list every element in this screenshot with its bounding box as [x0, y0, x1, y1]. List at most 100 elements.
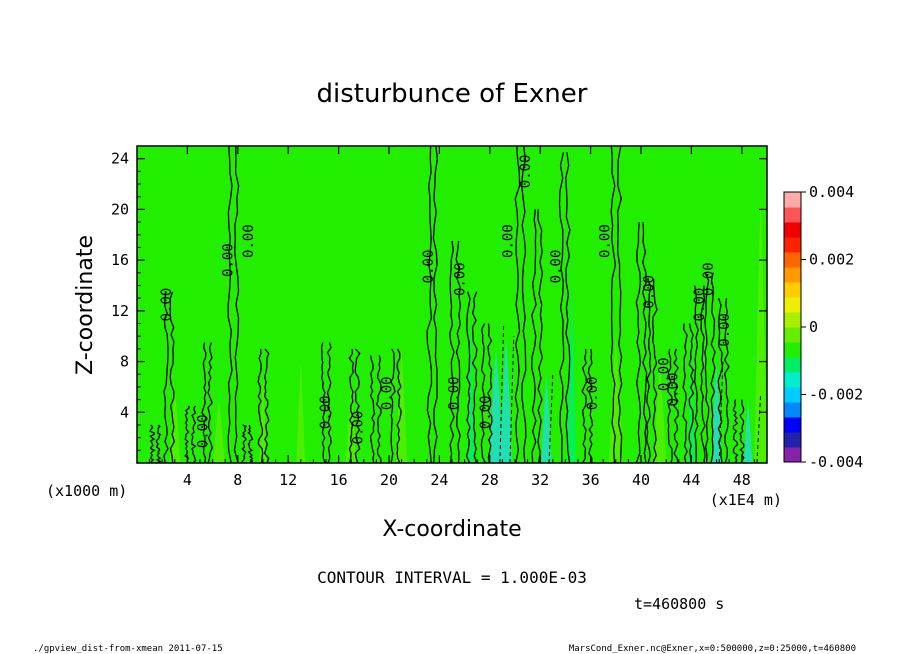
contour-line: [667, 348, 680, 463]
field-patch: [653, 361, 667, 463]
y-tick-label: 4: [120, 403, 129, 421]
contour-line: [449, 241, 462, 463]
contour-label: 0.00: [380, 376, 396, 410]
contour-label: 0.00: [478, 395, 494, 429]
colorbar-tick-label: 0: [809, 318, 818, 336]
y-axis-ticks: 4 8 12 16 20 24: [111, 150, 767, 451]
colorbar-swatch: [784, 357, 801, 373]
plot-area: 0.000.000.000.000.00 0.000.000.000.000.00…: [111, 145, 768, 489]
contour-line: [184, 405, 197, 463]
contour-label: 0.00: [666, 373, 682, 407]
contour-label: 0.00: [318, 395, 334, 429]
contour-line: [149, 424, 162, 463]
colorbar-tick-label: -0.004: [809, 453, 863, 471]
contour-line: [257, 348, 270, 463]
x-unit-label: (x1000 m): [46, 482, 127, 500]
contour-label: 0.00: [585, 376, 601, 410]
contour-label: 0.00: [692, 288, 708, 322]
negative-contour-line: [509, 336, 515, 463]
contour-line: [426, 146, 439, 463]
y-axis-label: Z-coordinate: [73, 235, 98, 375]
field-patch: [345, 386, 357, 463]
x-tick-label: 12: [279, 471, 297, 489]
contour-lines: [149, 146, 762, 463]
colorbar-swatch: [784, 447, 801, 463]
contour-label: 0.00: [548, 250, 564, 284]
colorbar-swatch: [784, 312, 801, 328]
colorbar-swatch: [784, 342, 801, 358]
footer-left: ./gpview_dist-from-xmean 2011-07-15: [33, 644, 223, 654]
colorbar-swatch: [784, 372, 801, 388]
colorbar-swatch: [784, 282, 801, 298]
contour-line: [732, 399, 745, 463]
x-tick-label: 24: [430, 471, 448, 489]
colorbar-swatch: [784, 237, 801, 253]
contour-label: 0.00: [196, 414, 212, 448]
contour-line: [558, 152, 571, 463]
x-axis-label: X-coordinate: [382, 517, 521, 542]
y-tick-label: 16: [111, 251, 129, 269]
y-tick-label: 20: [111, 200, 129, 218]
colorbar-swatch: [784, 417, 801, 433]
contour-line: [348, 348, 361, 463]
contour-line: [635, 222, 648, 463]
contour-line: [693, 285, 706, 463]
colorbar-swatch: [784, 387, 801, 403]
contour-line: [320, 342, 332, 463]
negative-contour-line: [499, 323, 505, 463]
contour-line: [514, 146, 527, 463]
y-tick-label: 8: [120, 353, 129, 371]
colorbar-tick-label: -0.002: [809, 386, 863, 404]
colorbar-swatch: [784, 297, 801, 313]
x-axis-ticks: 4 8 12 16 20 24 28 32 36 40 44 48: [149, 146, 755, 489]
colorbar-swatch: [784, 432, 801, 448]
contour-label: 0.00: [642, 275, 658, 309]
contour-labels: 0.000.000.000.000.00 0.000.000.000.000.00…: [159, 155, 733, 449]
contour-line: [201, 342, 213, 463]
colorbar-tick-label: 0.004: [809, 183, 854, 201]
contour-line: [610, 146, 623, 463]
colorbar-swatch: [784, 222, 801, 238]
contour-label: 0.00: [717, 313, 733, 347]
colorbar-tick-label: 0.002: [809, 251, 854, 269]
contour-label: 0.00: [421, 250, 437, 284]
x-tick-label: 8: [233, 471, 242, 489]
contour-line: [581, 348, 594, 463]
x-tick-label: 40: [632, 471, 650, 489]
contour-label: 0.00: [701, 262, 717, 296]
field-patch: [213, 399, 225, 463]
negative-contour-line: [718, 361, 724, 463]
colorbar: 0.004 0.002 0 -0.002 -0.004: [783, 183, 863, 471]
contour-line: [241, 424, 254, 463]
contour-line: [704, 272, 716, 463]
contour-label: 0.00: [500, 224, 516, 258]
field-patch: [711, 361, 723, 463]
contour-label: 0.00: [241, 224, 257, 258]
field-patch: [541, 374, 552, 463]
contour-line: [465, 291, 478, 463]
x-tick-label: 36: [582, 471, 600, 489]
x-exponent-label: (x1E4 m): [710, 491, 782, 509]
contour-label: 0.00: [221, 243, 237, 277]
negative-contour-line: [756, 393, 762, 463]
contour-line: [645, 278, 658, 463]
contour-label: 0.00: [598, 224, 614, 258]
chart-title: disturbunce of Exner: [317, 79, 588, 109]
field-patch: [608, 336, 623, 463]
field-patch: [754, 196, 767, 463]
contour-label: 0.00: [657, 357, 673, 391]
contour-interval-text: CONTOUR INTERVAL = 1.000E-03: [317, 568, 587, 587]
x-tick-label: 44: [682, 471, 700, 489]
x-tick-label: 28: [481, 471, 499, 489]
field-patch: [567, 285, 577, 463]
contour-line: [480, 323, 493, 463]
y-tick-label: 12: [111, 302, 129, 320]
contour-line: [682, 323, 695, 463]
x-tick-label: 48: [733, 471, 751, 489]
contour-label: 0.00: [446, 376, 462, 410]
contour-line: [531, 209, 544, 463]
contour-line: [163, 291, 176, 463]
contour-line: [227, 146, 240, 463]
field-patch: [259, 374, 267, 463]
